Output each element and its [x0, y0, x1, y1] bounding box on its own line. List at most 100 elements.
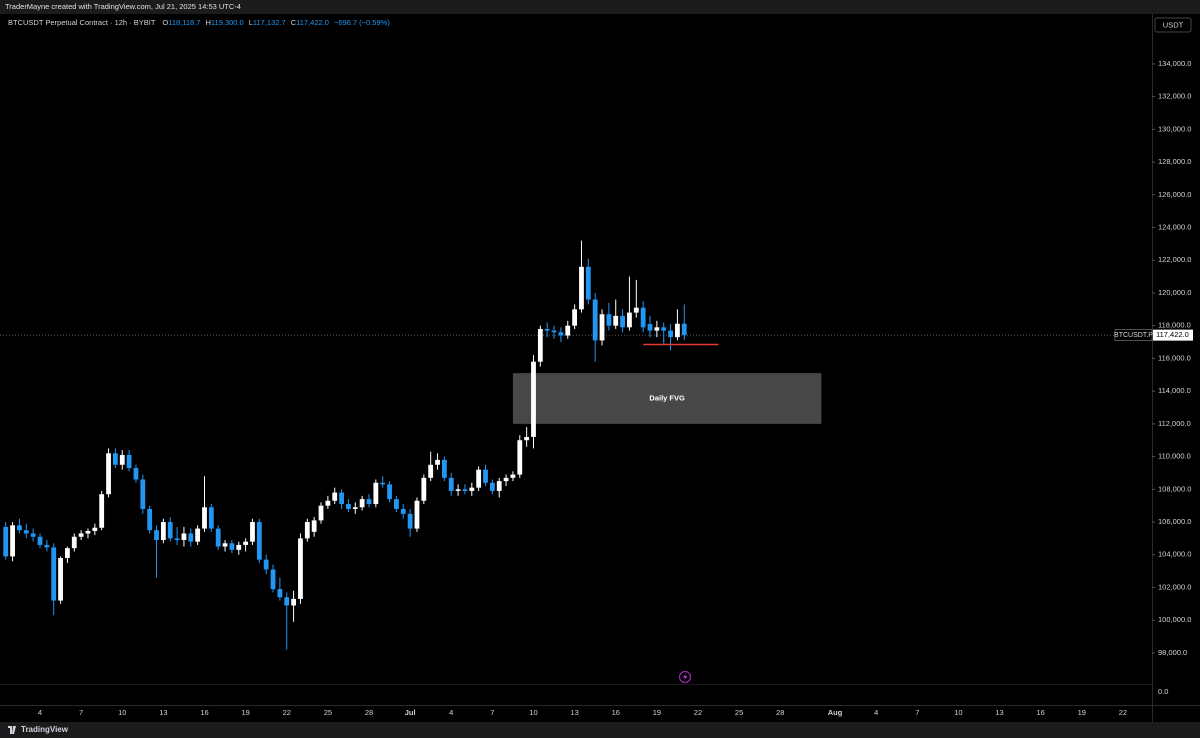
candle-body [332, 492, 338, 501]
y-tick-label: 134,000.0 [1158, 59, 1191, 68]
legend-key: H [205, 18, 211, 27]
y-tick-label: 110,000.0 [1158, 452, 1191, 461]
x-tick-label: Aug [828, 708, 843, 717]
last-price-label: 117,422.0 [1156, 330, 1189, 339]
candle-body [17, 525, 22, 531]
x-tick-label: 4 [449, 708, 453, 717]
x-tick-label: 22 [694, 708, 702, 717]
candle-body [126, 454, 132, 469]
candle-body [387, 484, 392, 500]
candle-body [58, 558, 63, 601]
candle-body [483, 469, 488, 483]
candle-body [154, 530, 159, 541]
brand-logo [8, 726, 16, 734]
event-icon-bolt [683, 673, 688, 681]
candle-body [428, 464, 434, 478]
candle-body [222, 543, 228, 547]
symbol-tag: BTCUSDT.P [1114, 332, 1153, 339]
candle-body [250, 522, 255, 542]
y-tick-label: 100,000.0 [1158, 615, 1191, 624]
y-tick-label: 122,000.0 [1158, 255, 1191, 264]
candle-body [558, 332, 564, 336]
candle-body [202, 507, 207, 529]
candle-body [256, 522, 262, 560]
legend-value: 117,422.0 [296, 18, 329, 27]
candle-body [325, 500, 331, 506]
x-tick-label: Jul [405, 708, 416, 717]
candle-body [675, 323, 680, 338]
candle-body [85, 531, 91, 534]
candle-body [284, 597, 290, 606]
y-tick-label: 98,000.0 [1158, 648, 1187, 657]
currency-box[interactable] [1154, 17, 1192, 33]
y-tick-label: 112,000.0 [1158, 419, 1191, 428]
candle-body [195, 528, 201, 542]
candle-body [99, 494, 105, 528]
author-line: TraderMayne created with TradingView.com… [5, 2, 241, 11]
candle-body [503, 477, 509, 482]
x-tick-label: 25 [735, 708, 743, 717]
candle-body [544, 328, 550, 331]
legend-key: L [248, 18, 253, 27]
candle-body [585, 266, 591, 300]
x-tick-label: 13 [995, 708, 1003, 717]
candle-body [407, 513, 413, 529]
candle-body [489, 482, 495, 491]
footer: TradingView [0, 722, 1200, 738]
candle-body [339, 492, 344, 505]
candle-body [414, 500, 420, 529]
chart-background [0, 14, 1200, 722]
top-bar: TraderMayne created with TradingView.com… [0, 0, 1200, 14]
candle-body [71, 536, 77, 549]
y-tick-label: 120,000.0 [1158, 288, 1191, 297]
y-tick-label: 130,000.0 [1158, 124, 1191, 133]
candle-body [291, 598, 296, 606]
candle-body [469, 487, 475, 491]
candle-body [263, 559, 269, 570]
candle-body [606, 314, 612, 326]
x-tick-label: 16 [612, 708, 620, 717]
candle-body [592, 299, 598, 341]
legend-key: O [162, 18, 169, 27]
candle-body [441, 459, 447, 478]
y-tick-label: 114,000.0 [1158, 386, 1191, 395]
x-tick-label: 16 [200, 708, 208, 717]
y-tick-label: 108,000.0 [1158, 484, 1191, 493]
candle-body [373, 482, 379, 505]
y-tick-label: 132,000.0 [1158, 92, 1191, 101]
candle-body [270, 569, 276, 590]
candle-body [167, 522, 173, 539]
symbol-legend: BTCUSDT Perpetual Contract · 12h · BYBIT… [8, 18, 390, 27]
fvg-zone [512, 373, 822, 424]
y-tick-label: 104,000.0 [1158, 550, 1191, 559]
currency-label[interactable]: USDT [1163, 20, 1184, 29]
y-tick-label: 118,000.0 [1158, 321, 1191, 330]
candle-body [681, 323, 687, 336]
y-tick-label: 102,000.0 [1158, 582, 1191, 591]
y-tick-label: 106,000.0 [1158, 517, 1191, 526]
brand-name[interactable]: TradingView [21, 725, 68, 734]
event-icon[interactable] [678, 670, 692, 684]
candle-body [394, 499, 399, 509]
candle-body [572, 309, 578, 326]
x-tick-label: 7 [490, 708, 494, 717]
legend-value: 118,118.7 [168, 18, 201, 27]
candle-body [366, 499, 372, 505]
candle-body [633, 307, 639, 313]
x-tick-label: 28 [365, 708, 373, 717]
y-tick-label: 128,000.0 [1158, 157, 1191, 166]
candle-body [174, 538, 180, 541]
x-tick-label: 16 [1037, 708, 1045, 717]
symbol-name[interactable]: BTCUSDT Perpetual Contract · 12h · BYBIT [8, 18, 156, 27]
candle-body [346, 504, 351, 509]
candle-body [51, 547, 57, 601]
candle-body [462, 489, 468, 491]
candle-body [613, 315, 619, 326]
candle-body [510, 474, 516, 478]
candle-body [448, 477, 454, 491]
x-tick-label: 10 [118, 708, 126, 717]
candle-body [208, 507, 214, 529]
candle-body [435, 459, 440, 465]
x-tick-label: 7 [915, 708, 919, 717]
candle-body [140, 479, 146, 509]
